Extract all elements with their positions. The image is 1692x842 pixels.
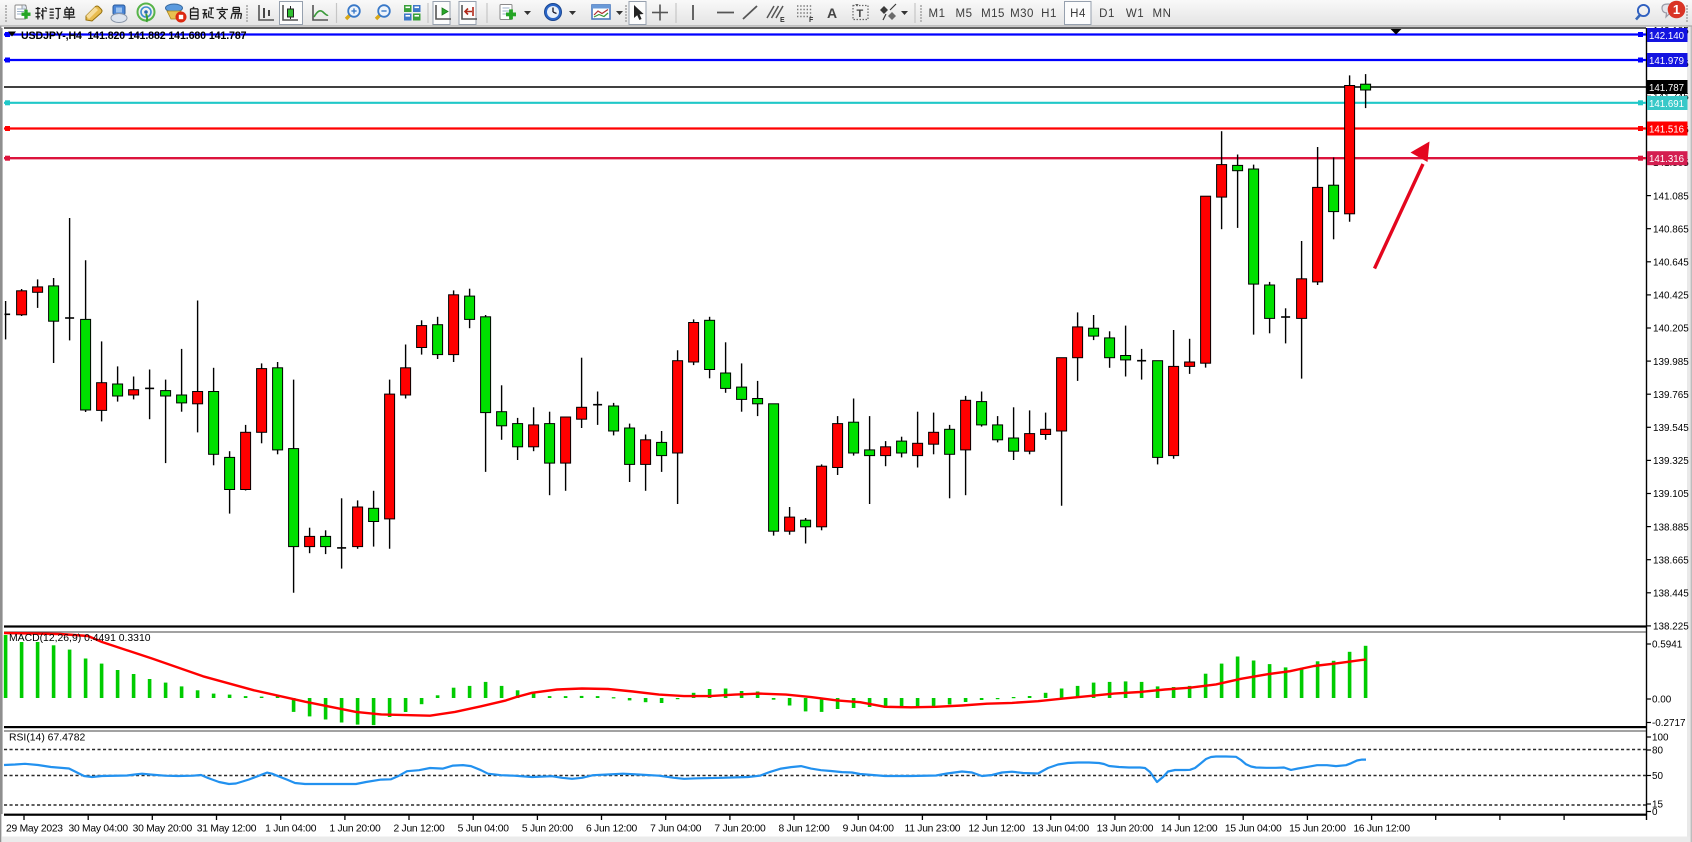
svg-text:MACD(12,26,9) 0.4491 0.3310: MACD(12,26,9) 0.4491 0.3310 (9, 633, 151, 644)
svg-text:M1: M1 (929, 8, 946, 20)
svg-text:140.645: 140.645 (1653, 258, 1689, 269)
svg-text:140.425: 140.425 (1653, 291, 1689, 302)
svg-text:12 Jun 12:00: 12 Jun 12:00 (968, 824, 1025, 835)
svg-text:1 Jun 04:00: 1 Jun 04:00 (265, 824, 317, 835)
svg-text:7 Jun 20:00: 7 Jun 20:00 (714, 824, 766, 835)
svg-text:14 Jun 12:00: 14 Jun 12:00 (1161, 824, 1218, 835)
svg-text:8 Jun 12:00: 8 Jun 12:00 (778, 824, 830, 835)
svg-text:140.205: 140.205 (1653, 324, 1689, 335)
svg-text:138.445: 138.445 (1653, 589, 1689, 600)
svg-text:1: 1 (1673, 2, 1680, 17)
svg-text:11 Jun 23:00: 11 Jun 23:00 (905, 824, 961, 835)
svg-text:138.885: 138.885 (1653, 522, 1689, 533)
svg-text:139.765: 139.765 (1653, 390, 1689, 401)
svg-text:W1: W1 (1126, 8, 1144, 20)
svg-text:5 Jun 04:00: 5 Jun 04:00 (458, 824, 510, 835)
svg-text:E: E (780, 17, 785, 24)
svg-text:139.545: 139.545 (1653, 423, 1689, 434)
svg-text:140.865: 140.865 (1653, 224, 1689, 235)
svg-text:30 May 04:00: 30 May 04:00 (68, 824, 128, 835)
svg-text:A: A (827, 5, 837, 21)
svg-text:141.085: 141.085 (1653, 191, 1689, 202)
svg-text:D1: D1 (1099, 8, 1115, 20)
svg-text:15: 15 (1652, 800, 1663, 811)
svg-text:H1: H1 (1041, 8, 1057, 20)
svg-text:5 Jun 20:00: 5 Jun 20:00 (522, 824, 574, 835)
svg-text:16 Jun 12:00: 16 Jun 12:00 (1353, 824, 1410, 835)
svg-text:RSI(14) 67.4782: RSI(14) 67.4782 (9, 733, 85, 744)
svg-text:15 Jun 20:00: 15 Jun 20:00 (1289, 824, 1346, 835)
svg-text:0: 0 (1652, 807, 1658, 818)
svg-text:138.225: 138.225 (1653, 622, 1689, 633)
svg-text:141.316: 141.316 (1649, 154, 1684, 165)
svg-text:50: 50 (1652, 771, 1663, 782)
svg-text:100: 100 (1652, 733, 1669, 744)
svg-text:USDJPY-,H4 141.820 141.882 14: USDJPY-,H4 141.820 141.882 141.680 141.7… (21, 30, 247, 42)
svg-text:142.140: 142.140 (1649, 31, 1685, 42)
svg-text:M15: M15 (981, 8, 1005, 20)
svg-text:80: 80 (1652, 746, 1663, 757)
svg-text:1 Jun 20:00: 1 Jun 20:00 (329, 824, 381, 835)
svg-text:9 Jun 04:00: 9 Jun 04:00 (843, 824, 895, 835)
svg-text:T: T (857, 8, 864, 20)
svg-text:30 May 20:00: 30 May 20:00 (133, 824, 193, 835)
svg-text:M30: M30 (1010, 8, 1034, 20)
svg-text:-0.2717: -0.2717 (1652, 718, 1686, 729)
svg-text:141.979: 141.979 (1649, 56, 1684, 67)
svg-text:141.691: 141.691 (1649, 99, 1684, 110)
svg-text:M5: M5 (956, 8, 973, 20)
svg-text:2 Jun 12:00: 2 Jun 12:00 (393, 824, 445, 835)
svg-text:141.787: 141.787 (1649, 83, 1684, 94)
svg-text:29 May 2023: 29 May 2023 (6, 824, 63, 835)
svg-text:139.985: 139.985 (1653, 357, 1689, 368)
svg-text:141.516: 141.516 (1649, 124, 1684, 135)
svg-text:15 Jun 04:00: 15 Jun 04:00 (1225, 824, 1282, 835)
svg-text:0.00: 0.00 (1652, 695, 1672, 706)
svg-text:MN: MN (1153, 8, 1172, 20)
svg-text:13 Jun 04:00: 13 Jun 04:00 (1032, 824, 1089, 835)
svg-text:31 May 12:00: 31 May 12:00 (197, 824, 257, 835)
svg-text:139.325: 139.325 (1653, 456, 1689, 467)
svg-text:13 Jun 20:00: 13 Jun 20:00 (1097, 824, 1154, 835)
svg-text:F: F (809, 17, 814, 24)
svg-text:6 Jun 12:00: 6 Jun 12:00 (586, 824, 638, 835)
svg-text:139.105: 139.105 (1653, 489, 1689, 500)
svg-text:H4: H4 (1070, 8, 1086, 20)
svg-text:7 Jun 04:00: 7 Jun 04:00 (650, 824, 702, 835)
svg-text:138.665: 138.665 (1653, 555, 1689, 566)
svg-text:0.5941: 0.5941 (1652, 640, 1683, 651)
